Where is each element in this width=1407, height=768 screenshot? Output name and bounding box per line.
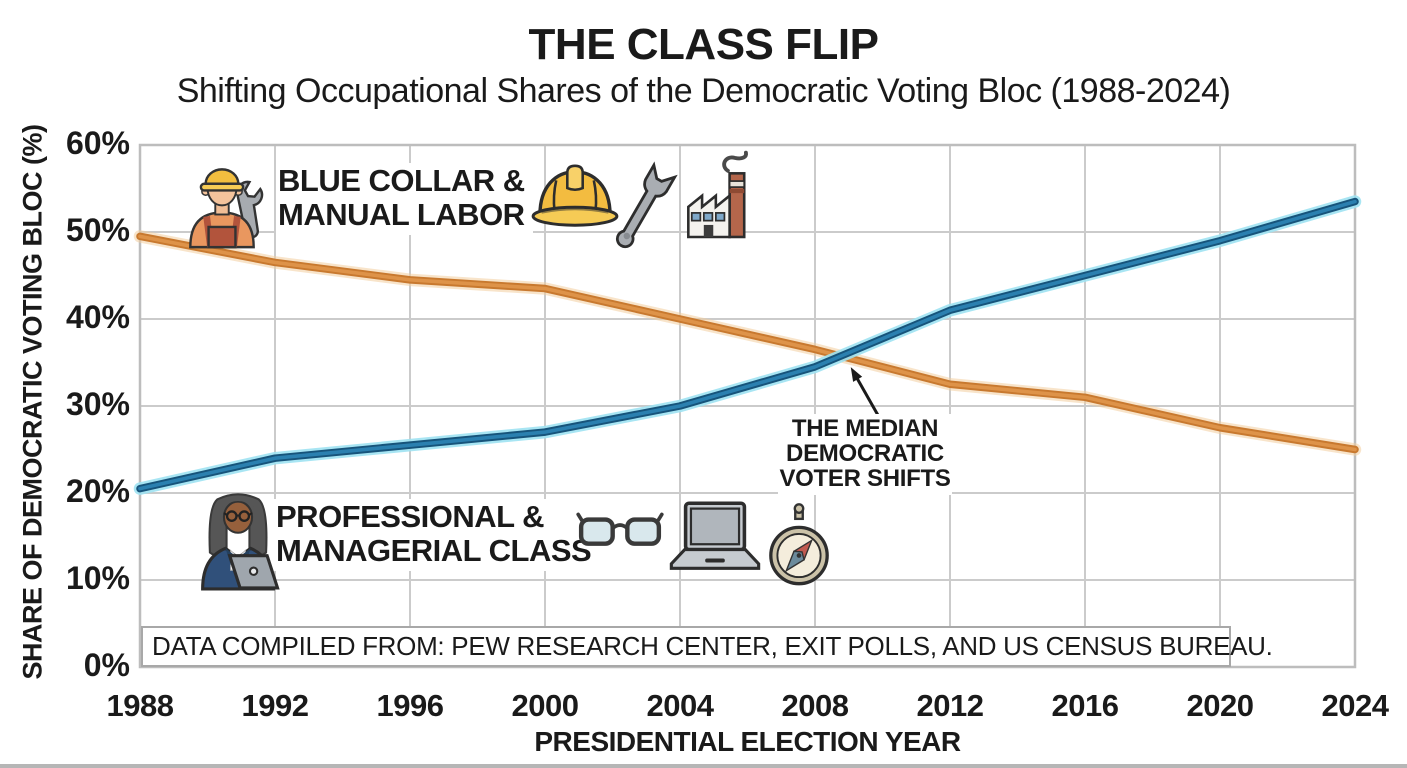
glasses-icon bbox=[576, 512, 664, 546]
x-tick-label: 2020 bbox=[1186, 688, 1254, 723]
y-tick-label: 30% bbox=[65, 386, 130, 423]
hard-hat-icon bbox=[531, 164, 619, 227]
y-tick-label: 60% bbox=[65, 125, 130, 162]
legend-blue-collar-label: BLUE COLLAR & MANUAL LABOR bbox=[276, 163, 533, 235]
x-tick-label: 2012 bbox=[916, 688, 984, 723]
source-box: DATA COMPILED FROM: PEW RESEARCH CENTER,… bbox=[141, 626, 1273, 667]
legend-blue-collar-line1: BLUE COLLAR & bbox=[278, 163, 525, 198]
y-tick-label: 50% bbox=[65, 212, 130, 249]
x-tick-label: 1988 bbox=[106, 688, 174, 723]
legend-blue-collar-line2: MANUAL LABOR bbox=[278, 197, 525, 232]
x-tick-label: 1996 bbox=[376, 688, 444, 723]
annotation-line-3: VOTER SHIFTS bbox=[779, 465, 951, 492]
crossover-annotation: THE MEDIAN DEMOCRATIC VOTER SHIFTS bbox=[778, 414, 952, 495]
x-tick-label: 2008 bbox=[781, 688, 849, 723]
chart-title: THE CLASS FLIP bbox=[528, 20, 879, 69]
chart-subtitle: Shifting Occupational Shares of the Demo… bbox=[176, 72, 1231, 110]
professional-woman-icon bbox=[201, 493, 280, 591]
factory-icon bbox=[687, 150, 748, 239]
x-axis-title: PRESIDENTIAL ELECTION YEAR bbox=[534, 726, 961, 757]
wrench-icon bbox=[615, 161, 678, 249]
annotation-line-2: DEMOCRATIC bbox=[786, 440, 944, 467]
legend-professional-line2: MANAGERIAL CLASS bbox=[276, 533, 592, 568]
x-tick-label: 2024 bbox=[1321, 688, 1389, 723]
x-tick-label: 2004 bbox=[646, 688, 714, 723]
x-tick-label: 2016 bbox=[1051, 688, 1119, 723]
compass-icon bbox=[769, 503, 829, 586]
y-tick-label: 20% bbox=[65, 473, 130, 510]
x-tick-label: 2000 bbox=[511, 688, 579, 723]
x-tick-label: 1992 bbox=[241, 688, 309, 723]
annotation-line-1: THE MEDIAN bbox=[791, 415, 939, 442]
y-tick-label: 10% bbox=[65, 560, 130, 597]
laptop-icon bbox=[669, 501, 761, 570]
source-text: DATA COMPILED FROM: PEW RESEARCH CENTER,… bbox=[152, 631, 1273, 661]
legend-professional-line1: PROFESSIONAL & bbox=[276, 499, 545, 534]
frame-bottom-edge bbox=[0, 764, 1407, 768]
legend-professional-label: PROFESSIONAL & MANAGERIAL CLASS bbox=[274, 499, 600, 571]
y-tick-label: 0% bbox=[83, 647, 130, 684]
worker-icon bbox=[189, 168, 264, 249]
y-tick-label: 40% bbox=[65, 299, 130, 336]
